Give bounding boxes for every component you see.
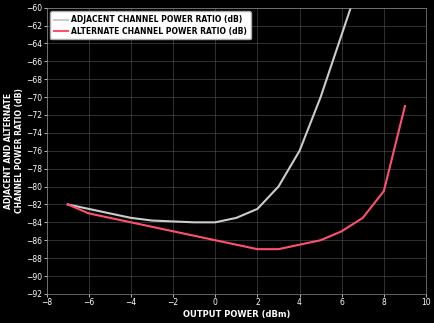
ALTERNATE CHANNEL POWER RATIO (dB) [380,189,385,193]
ALTERNATE CHANNEL POWER RATIO (dB) [401,104,407,108]
Legend: ADJACENT CHANNEL POWER RATIO (dB), ALTERNATE CHANNEL POWER RATIO (dB): ADJACENT CHANNEL POWER RATIO (dB), ALTER… [50,12,250,39]
ADJACENT CHANNEL POWER RATIO (dB) [212,220,217,224]
ADJACENT CHANNEL POWER RATIO (dB) [65,203,70,206]
ADJACENT CHANNEL POWER RATIO (dB) [254,207,260,211]
X-axis label: OUTPUT POWER (dBm): OUTPUT POWER (dBm) [182,310,289,319]
ADJACENT CHANNEL POWER RATIO (dB) [275,185,280,189]
ADJACENT CHANNEL POWER RATIO (dB) [170,220,175,224]
ALTERNATE CHANNEL POWER RATIO (dB) [107,216,112,220]
ADJACENT CHANNEL POWER RATIO (dB) [233,216,238,220]
ALTERNATE CHANNEL POWER RATIO (dB) [65,203,70,206]
Y-axis label: ADJACENT AND ALTERNATE
CHANNEL POWER RATIO (dB): ADJACENT AND ALTERNATE CHANNEL POWER RAT… [4,88,23,213]
ADJACENT CHANNEL POWER RATIO (dB) [149,219,154,223]
ALTERNATE CHANNEL POWER RATIO (dB) [339,229,344,233]
ALTERNATE CHANNEL POWER RATIO (dB) [170,229,175,233]
ADJACENT CHANNEL POWER RATIO (dB) [107,212,112,215]
ALTERNATE CHANNEL POWER RATIO (dB) [149,225,154,229]
ALTERNATE CHANNEL POWER RATIO (dB) [296,243,302,247]
ALTERNATE CHANNEL POWER RATIO (dB) [254,247,260,251]
ALTERNATE CHANNEL POWER RATIO (dB) [275,247,280,251]
ADJACENT CHANNEL POWER RATIO (dB) [86,207,91,211]
ADJACENT CHANNEL POWER RATIO (dB) [296,149,302,153]
ADJACENT CHANNEL POWER RATIO (dB) [317,95,322,99]
ALTERNATE CHANNEL POWER RATIO (dB) [212,238,217,242]
ALTERNATE CHANNEL POWER RATIO (dB) [86,212,91,215]
Line: ADJACENT CHANNEL POWER RATIO (dB): ADJACENT CHANNEL POWER RATIO (dB) [68,0,404,222]
Line: ALTERNATE CHANNEL POWER RATIO (dB): ALTERNATE CHANNEL POWER RATIO (dB) [68,106,404,249]
ALTERNATE CHANNEL POWER RATIO (dB) [359,216,365,220]
ADJACENT CHANNEL POWER RATIO (dB) [191,220,196,224]
ADJACENT CHANNEL POWER RATIO (dB) [339,33,344,36]
ADJACENT CHANNEL POWER RATIO (dB) [128,216,133,220]
ALTERNATE CHANNEL POWER RATIO (dB) [191,234,196,238]
ALTERNATE CHANNEL POWER RATIO (dB) [317,238,322,242]
ALTERNATE CHANNEL POWER RATIO (dB) [233,243,238,247]
ALTERNATE CHANNEL POWER RATIO (dB) [128,220,133,224]
